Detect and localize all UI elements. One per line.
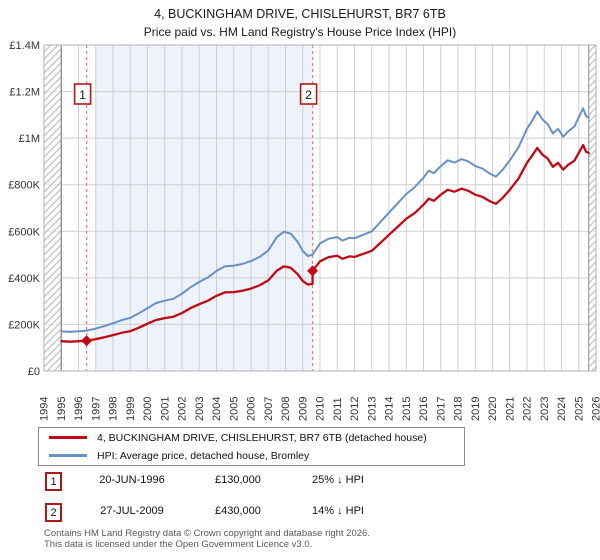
- svg-text:1995: 1995: [56, 397, 68, 421]
- svg-text:2012: 2012: [349, 397, 361, 421]
- chart-header: 4, BUCKINGHAM DRIVE, CHISLEHURST, BR7 6T…: [0, 5, 600, 41]
- svg-text:2001: 2001: [159, 397, 171, 421]
- sale-2-date: 27-JUL-2009: [100, 505, 164, 517]
- svg-text:2005: 2005: [228, 397, 240, 421]
- svg-text:2002: 2002: [177, 397, 189, 421]
- svg-text:£1.2M: £1.2M: [9, 87, 40, 99]
- ownership-shaded-band: [95, 45, 313, 371]
- no-data-hatch-regions: [43, 44, 597, 372]
- svg-text:1997: 1997: [90, 397, 102, 421]
- svg-text:2015: 2015: [401, 397, 413, 421]
- svg-text:2007: 2007: [263, 397, 275, 421]
- svg-text:1994: 1994: [39, 397, 51, 421]
- svg-text:2024: 2024: [556, 397, 568, 421]
- footer-line-1: Contains HM Land Registry data © Crown c…: [44, 528, 370, 539]
- legend-item-hpi: HPI: Average price, detached house, Brom…: [49, 448, 464, 463]
- svg-text:2021: 2021: [504, 397, 516, 421]
- sale-2-number-badge: 2: [45, 503, 62, 522]
- svg-text:£0: £0: [28, 366, 40, 378]
- y-axis-labels: £0 £200K £400K £600K £800K £1M £1.2M £1.4M: [8, 40, 40, 378]
- svg-text:2000: 2000: [142, 397, 154, 421]
- svg-text:£800K: £800K: [8, 180, 40, 192]
- page-title: 4, BUCKINGHAM DRIVE, CHISLEHURST, BR7 6T…: [154, 7, 446, 21]
- sale-1-number-badge: 1: [45, 472, 62, 491]
- sale-1-price: £130,000: [215, 474, 261, 486]
- sale-1-date: 20-JUN-1996: [99, 474, 165, 486]
- svg-text:2011: 2011: [332, 397, 344, 421]
- svg-text:£400K: £400K: [8, 273, 40, 285]
- svg-text:2017: 2017: [435, 397, 447, 421]
- svg-text:£1M: £1M: [19, 133, 40, 145]
- sale-1-hpi-note: 25% ↓ HPI: [312, 474, 364, 486]
- legend-label-property: 4, BUCKINGHAM DRIVE, CHISLEHURST, BR7 6T…: [97, 431, 427, 444]
- svg-text:1996: 1996: [73, 397, 85, 421]
- svg-text:£1.4M: £1.4M: [9, 40, 40, 52]
- svg-text:1998: 1998: [108, 397, 120, 421]
- svg-text:2020: 2020: [487, 397, 499, 421]
- svg-text:2023: 2023: [539, 397, 551, 421]
- svg-text:2019: 2019: [470, 397, 482, 421]
- sale-point-markers: [81, 265, 319, 347]
- plot-border: [43, 44, 597, 372]
- footer-line-2: This data is licensed under the Open Gov…: [44, 539, 313, 550]
- svg-text:2003: 2003: [194, 397, 206, 421]
- svg-text:2006: 2006: [246, 397, 258, 421]
- svg-text:£200K: £200K: [8, 319, 40, 331]
- property-line-swatch: [49, 436, 87, 439]
- svg-text:2016: 2016: [418, 397, 430, 421]
- svg-text:2008: 2008: [280, 397, 292, 421]
- chart-legend: 4, BUCKINGHAM DRIVE, CHISLEHURST, BR7 6T…: [38, 427, 465, 466]
- sale-row-2: 2 27-JUL-2009 £430,000 14% ↓ HPI: [0, 503, 600, 522]
- svg-text:1999: 1999: [125, 397, 137, 421]
- svg-text:2009: 2009: [297, 397, 309, 421]
- svg-text:2013: 2013: [366, 397, 378, 421]
- svg-text:2026: 2026: [591, 397, 600, 421]
- svg-text:£600K: £600K: [8, 226, 40, 238]
- license-footer: Contains HM Land Registry data © Crown c…: [44, 528, 596, 550]
- svg-text:2014: 2014: [384, 397, 396, 421]
- sale-2-price: £430,000: [215, 505, 261, 517]
- svg-text:2010: 2010: [315, 397, 327, 421]
- svg-text:2: 2: [305, 88, 312, 102]
- sale-2-hpi-note: 14% ↓ HPI: [312, 505, 364, 517]
- hpi-line-swatch: [49, 454, 87, 457]
- sale-row-1: 1 20-JUN-1996 £130,000 25% ↓ HPI: [0, 472, 600, 491]
- page-subtitle: Price paid vs. HM Land Registry's House …: [143, 25, 457, 39]
- legend-item-property: 4, BUCKINGHAM DRIVE, CHISLEHURST, BR7 6T…: [49, 430, 464, 445]
- property-price-series: [60, 143, 590, 343]
- svg-text:2018: 2018: [453, 397, 465, 421]
- x-axis-labels: 1994 1995 1996 1997 1998 1999 2000 2001 2002 2003…: [39, 397, 600, 421]
- svg-text:2025: 2025: [573, 397, 585, 421]
- price-chart: 1 2£0£200K£400K£600K£800K£1M£1.2M£1.4M199…: [8, 40, 600, 421]
- svg-text:2022: 2022: [522, 397, 534, 421]
- legend-label-hpi: HPI: Average price, detached house, Brom…: [97, 449, 310, 462]
- svg-text:2004: 2004: [211, 397, 223, 421]
- hpi-line-series: [60, 107, 590, 333]
- svg-text:1: 1: [79, 88, 86, 102]
